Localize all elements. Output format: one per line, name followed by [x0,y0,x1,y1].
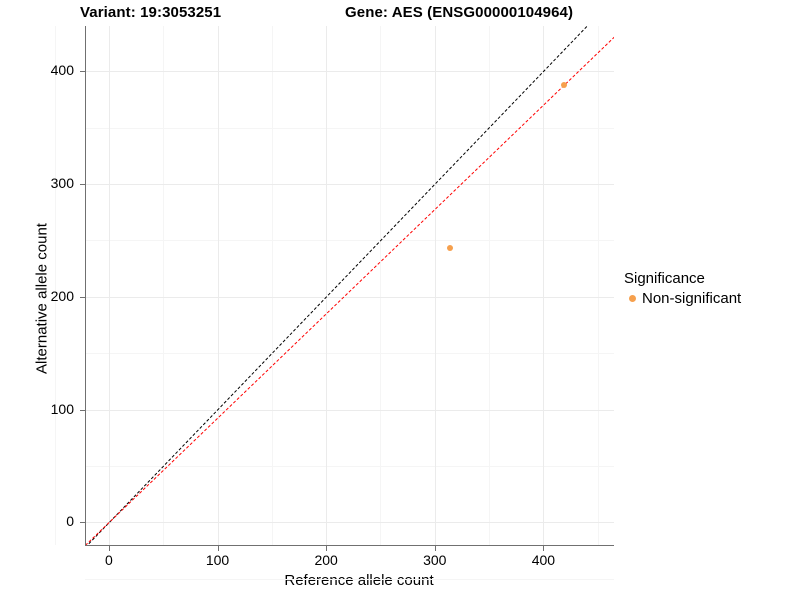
plot-panel [54,26,614,580]
y-tick [80,409,85,411]
x-tick-label: 200 [314,552,338,568]
gridline-minor [85,240,614,242]
y-tick-label: 200 [50,287,74,304]
data-point[interactable] [446,245,453,252]
y-tick [80,296,85,298]
legend-item-label: Non-significant [642,290,742,307]
x-tick [326,546,328,551]
x-tick-label: 0 [104,552,113,568]
x-axis-line [85,545,614,546]
legend-title: Significance [624,270,705,287]
legend: Significance Non-significant [624,270,796,307]
gridline-minor [85,466,614,468]
gridline-major [85,183,614,185]
y-tick-label: 100 [50,400,74,417]
data-point[interactable] [561,81,568,88]
gridline-minor [163,26,165,545]
gridline-major [543,26,545,545]
gridline-major [85,522,614,524]
x-tick [217,546,219,551]
gridline-minor [85,578,614,580]
x-tick-label: 100 [205,552,230,568]
y-axis-line [85,26,86,545]
x-axis-label: Reference allele count [284,572,434,589]
x-tick-label: 400 [531,552,556,568]
gridline-major [85,71,614,73]
gridline-major [108,26,110,545]
gridline-minor [271,26,273,545]
legend-key [624,291,640,307]
y-tick [80,522,85,524]
gridline-minor [85,353,614,355]
gridline-minor [380,26,382,545]
legend-item[interactable]: Non-significant [624,290,796,307]
y-tick [80,183,85,185]
gridline-major [434,26,436,545]
gridline-major [326,26,328,545]
gene-title: Gene: AES (ENSG00000104964) [345,4,574,21]
y-tick-label: 0 [66,513,74,530]
gridline-minor [597,26,599,545]
x-tick [434,546,436,551]
gridline-minor [85,127,614,129]
fit-line [85,37,614,545]
legend-dot-icon [628,295,636,302]
y-tick-label: 400 [50,62,74,79]
gridline-major [85,409,614,411]
reference-lines [85,26,614,545]
gridline-major [217,26,219,545]
y-tick [80,71,85,73]
x-tick-label: 300 [423,552,447,568]
gridline-minor [489,26,491,545]
x-tick [543,546,545,551]
x-tick [108,546,110,551]
y-tick-label: 300 [50,174,74,191]
gridline-minor [54,26,56,545]
chart-title-row: Variant: 19:3053251 Gene: AES (ENSG00000… [0,4,800,28]
gridline-major [85,296,614,298]
legend-items: Non-significant [624,290,796,307]
variant-title: Variant: 19:3053251 [80,4,222,21]
